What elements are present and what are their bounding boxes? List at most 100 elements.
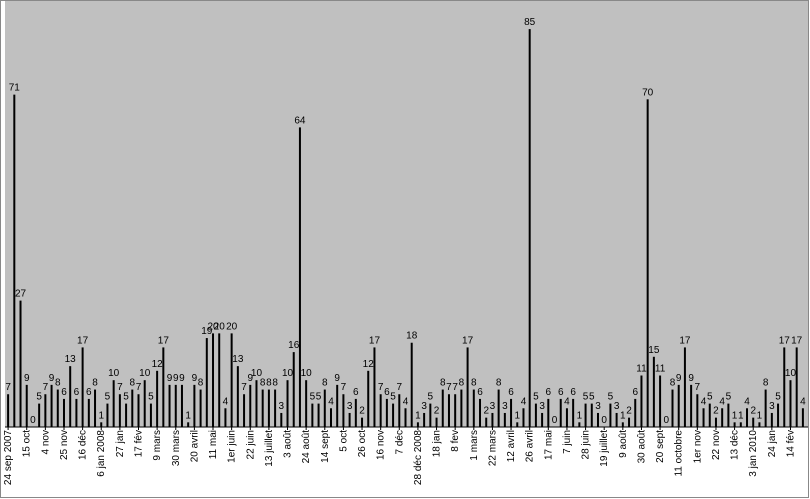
bar: [243, 394, 246, 427]
bar: [652, 356, 655, 427]
bar: [404, 408, 407, 427]
data-label: 9: [24, 373, 30, 384]
bar: [255, 380, 258, 427]
bar: [292, 352, 295, 427]
data-label: 6: [74, 387, 80, 398]
bar: [758, 422, 761, 427]
bar: [62, 398, 65, 427]
data-label: 2: [713, 406, 719, 417]
bar: [410, 342, 413, 427]
data-label: 10: [301, 368, 313, 379]
bar: [510, 398, 513, 427]
bar: [392, 403, 395, 427]
bar: [118, 394, 121, 427]
data-label: 6: [353, 387, 359, 398]
bar: [354, 398, 357, 427]
data-label: 1: [738, 410, 744, 421]
bar: [199, 389, 202, 427]
bar: [44, 394, 47, 427]
bar: [137, 394, 140, 427]
data-label: 18: [406, 331, 418, 342]
data-label: 9: [688, 373, 694, 384]
x-tick-label: 30 août: [636, 430, 647, 464]
bar: [143, 380, 146, 427]
bar: [590, 403, 593, 427]
bar: [398, 394, 401, 427]
bar: [746, 408, 749, 427]
x-tick-label: 19 juillet: [599, 430, 610, 467]
data-label: 5: [36, 392, 42, 403]
bar: [739, 422, 742, 427]
x-tick-label: 3 jan 2010: [748, 430, 759, 477]
data-label: 64: [294, 115, 306, 126]
bar: [25, 384, 28, 427]
data-label: 9: [247, 373, 253, 384]
bar: [100, 422, 103, 427]
bar: [516, 422, 519, 427]
bar: [578, 422, 581, 427]
data-label: 12: [363, 359, 375, 370]
bar: [429, 403, 432, 427]
data-label: 6: [61, 387, 67, 398]
bar: [572, 398, 575, 427]
data-label: 4: [701, 396, 707, 407]
bar: [348, 412, 351, 427]
data-label: 2: [483, 406, 489, 417]
bar: [466, 347, 469, 427]
bar: [789, 380, 792, 427]
bar: [7, 394, 10, 427]
bar: [683, 347, 686, 427]
data-label: 5: [123, 392, 129, 403]
bar: [131, 389, 134, 427]
bar: [50, 384, 53, 427]
x-tick-label: 7 déc: [394, 430, 405, 454]
data-label: 20: [226, 321, 238, 332]
x-tick-label: 22 nov: [711, 430, 722, 460]
data-label: 11: [655, 364, 666, 375]
bar: [267, 389, 270, 427]
bar: [342, 394, 345, 427]
data-label: 1: [620, 410, 626, 421]
data-label: 9: [179, 373, 185, 384]
data-label: 12: [152, 359, 164, 370]
bar: [727, 403, 730, 427]
data-label: 2: [359, 406, 365, 417]
data-label: 17: [369, 335, 381, 346]
bar: [373, 347, 376, 427]
data-label: 5: [608, 392, 614, 403]
data-label: 27: [15, 289, 27, 300]
data-label: 4: [800, 396, 806, 407]
data-label: 5: [428, 392, 434, 403]
data-label: 3: [490, 401, 496, 412]
x-tick-label: 16 nov: [376, 430, 387, 460]
data-label: 17: [779, 335, 791, 346]
x-tick-label: 13 juillet: [264, 430, 275, 467]
plot-area: [5, 1, 808, 427]
bar: [702, 408, 705, 427]
bar: [329, 408, 332, 427]
data-label: 19: [201, 326, 213, 337]
data-label: 8: [272, 378, 278, 389]
data-label: 8: [471, 378, 477, 389]
data-label: 5: [707, 392, 713, 403]
data-label: 1: [98, 410, 104, 421]
data-label: 1: [732, 410, 738, 421]
bar: [714, 417, 717, 427]
data-label: 5: [310, 392, 316, 403]
bar: [298, 127, 301, 428]
data-label: 9: [334, 373, 340, 384]
data-label: 20: [214, 321, 226, 332]
data-label: 17: [462, 335, 474, 346]
data-label: 13: [65, 354, 77, 365]
x-tick-label: 24 sep 2007: [3, 430, 14, 485]
data-label: 2: [626, 406, 632, 417]
bar: [112, 380, 115, 427]
bar: [454, 394, 457, 427]
data-label: 0: [601, 415, 607, 426]
data-label: 1: [577, 410, 583, 421]
data-label: 15: [648, 345, 660, 356]
data-label: 8: [266, 378, 272, 389]
x-tick-label: 24 jan: [767, 430, 778, 457]
bar: [261, 389, 264, 427]
bar: [286, 380, 289, 427]
